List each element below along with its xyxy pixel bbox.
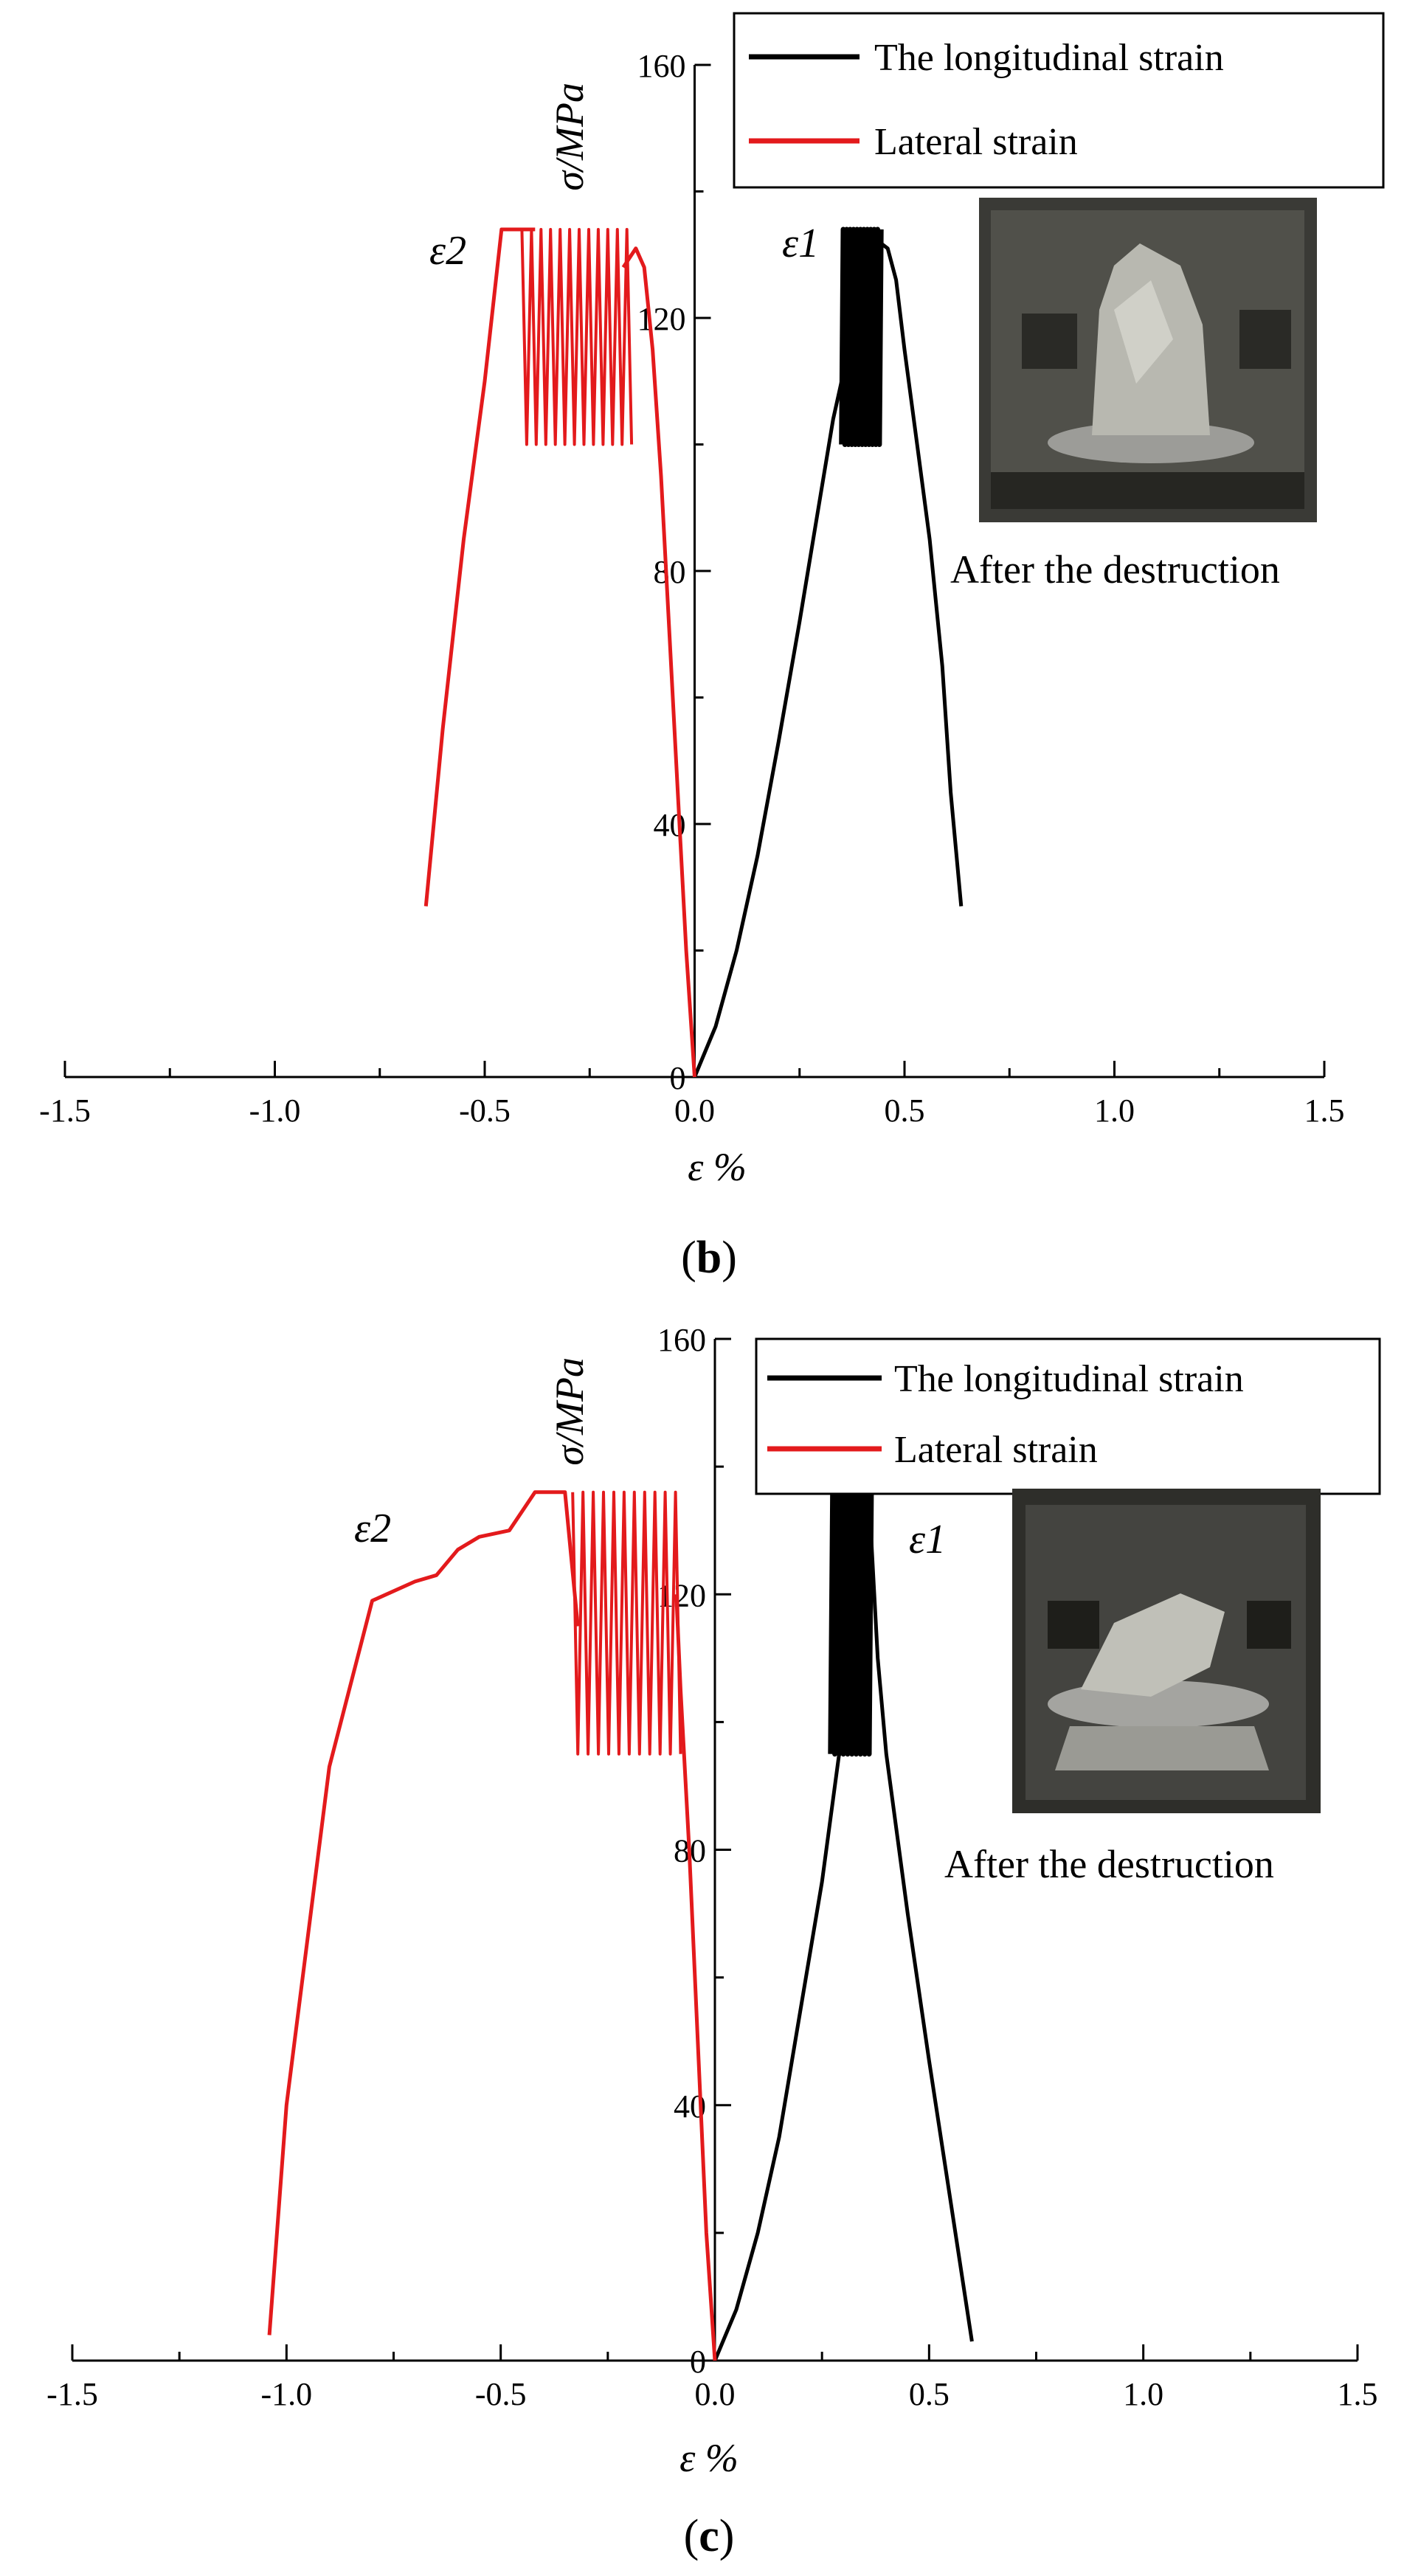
series-label-c-1: ε2 [354, 1506, 391, 1551]
series-label-b-0: ε1 [782, 221, 819, 266]
legend-label-longitudinal-b: The longitudinal strain [874, 37, 1224, 79]
photo-caption-b: After the destruction [950, 547, 1280, 592]
photo-clamp-right-b [1239, 310, 1291, 369]
x-tick-label-b-5: 1.0 [1094, 1093, 1135, 1129]
y-tick-label-b-3: 120 [637, 301, 686, 337]
x-tick-label-c-6: 1.5 [1338, 2376, 1378, 2412]
series-c-1-line [674, 1594, 717, 2361]
series-c-1-cycles [571, 1490, 682, 1756]
x-tick-label-c-0: -1.5 [46, 2376, 98, 2412]
x-tick-label-c-5: 1.0 [1123, 2376, 1163, 2412]
x-tick-label-b-3: 0.0 [674, 1093, 715, 1129]
series-b-1-cycles [520, 228, 634, 446]
legend-label-longitudinal-c: The longitudinal strain [894, 1358, 1244, 1400]
legend-c: The longitudinal strain Lateral strain [755, 1337, 1381, 1495]
legend-box-b [733, 12, 1385, 189]
legend-box-c [755, 1337, 1381, 1495]
legend-label-lateral-c: Lateral strain [894, 1429, 1098, 1471]
photo-fractured-specimen-c [1081, 1593, 1225, 1697]
legend-b: The longitudinal strain Lateral strain [733, 12, 1385, 189]
series-label-b-1: ε2 [429, 228, 466, 274]
series-label-c-0: ε1 [909, 1517, 946, 1562]
x-tick-label-b-0: -1.5 [39, 1093, 91, 1129]
y-tick-label-b-2: 80 [654, 554, 686, 590]
y-tick-label-c-3: 120 [657, 1577, 706, 1613]
x-tick-label-b-2: -0.5 [459, 1093, 511, 1129]
x-tick-label-c-2: -0.5 [475, 2376, 527, 2412]
photo-clamp-right-c [1247, 1601, 1291, 1649]
panel-label-b: (b) [681, 1233, 737, 1283]
x-tick-label-c-3: 0.0 [695, 2376, 736, 2412]
specimen-photo-b: After the destruction [950, 198, 1317, 592]
photo-caption-c: After the destruction [944, 1842, 1274, 1886]
series-c-1-tail [267, 1490, 580, 2336]
photo-specimen-fragment-b [1114, 280, 1173, 384]
photo-clamp-left-c [1048, 1601, 1099, 1649]
x-axis-title-b: ε % [688, 1145, 747, 1189]
x-tick-label-b-1: -1.0 [249, 1093, 301, 1129]
legend-label-lateral-b: Lateral strain [874, 121, 1078, 163]
y-axis-title-c: σ/MPa [547, 1357, 592, 1466]
photo-debris-c [1055, 1726, 1269, 1770]
y-tick-label-c-0: 0 [690, 2344, 706, 2380]
series-c-0-cycles [828, 1489, 874, 1757]
x-tick-label-c-4: 0.5 [909, 2376, 950, 2412]
specimen-photo-c: After the destruction [944, 1489, 1321, 1886]
x-axis-title-c: ε % [679, 2436, 739, 2480]
photo-platen-c [1048, 1680, 1269, 1728]
photo-base-b [991, 472, 1304, 509]
y-tick-label-b-0: 0 [670, 1060, 686, 1096]
x-tick-label-c-1: -1.0 [261, 2376, 313, 2412]
photo-clamp-left-b [1022, 314, 1077, 369]
y-tick-label-c-4: 160 [657, 1322, 706, 1358]
series-b-0-cycles [839, 226, 884, 447]
x-tick-label-b-4: 0.5 [885, 1093, 925, 1129]
series-b-1-line [621, 246, 696, 1078]
panel-label-c: (c) [684, 2511, 735, 2561]
y-axis-title-b: σ/MPa [547, 83, 592, 191]
y-tick-label-b-4: 160 [637, 48, 686, 84]
x-tick-label-b-6: 1.5 [1304, 1093, 1345, 1129]
series-b-0-line [693, 240, 964, 1078]
series-b-1-tail [423, 227, 536, 907]
